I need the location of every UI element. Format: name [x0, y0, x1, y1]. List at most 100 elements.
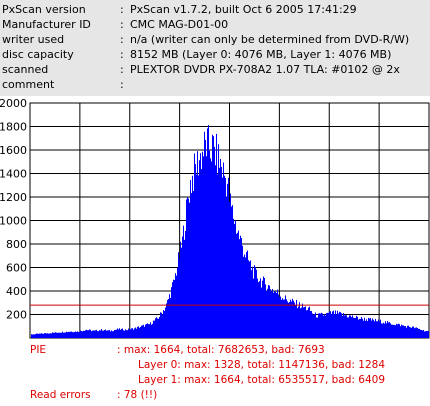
pie-bar [327, 312, 328, 338]
pie-bar [79, 332, 80, 338]
pie-bar [296, 299, 297, 338]
pie-bar [50, 333, 51, 338]
pie-bar [291, 301, 292, 338]
scan-info-panel: PxScan version : PxScan v1.7.2, built Oc… [0, 0, 430, 96]
pie-bar [184, 239, 185, 338]
pie-bar [200, 153, 201, 338]
pie-bar [418, 328, 419, 338]
pie-bar [337, 310, 338, 338]
pie-bar [122, 328, 123, 338]
pie-bar [254, 265, 255, 338]
pie-bar [301, 307, 302, 338]
pie-bar [383, 322, 384, 338]
pie-bar [340, 312, 341, 338]
pie-bar [403, 325, 404, 338]
pie-bar [118, 329, 119, 338]
pie-bar [208, 125, 209, 339]
pie-bar [112, 331, 113, 338]
pie-bar [326, 313, 327, 338]
pie-bar [166, 303, 167, 338]
y-tick-label: 1800 [0, 121, 27, 134]
pie-bar [304, 306, 305, 338]
pie-bar [315, 312, 316, 338]
pie-bar [351, 317, 352, 338]
pie-bar [108, 330, 109, 338]
pie-bar [176, 275, 177, 338]
pie-bar [173, 279, 174, 338]
pie-bar [279, 297, 280, 338]
pie-bar [130, 329, 131, 338]
pie-bar [133, 329, 134, 338]
pie-bar [313, 314, 314, 338]
pie-bar [230, 193, 231, 338]
pie-bar [207, 128, 208, 338]
pie-bar [297, 308, 298, 338]
pie-bar [338, 313, 339, 338]
pie-bar [99, 330, 100, 338]
pie-bar [386, 323, 387, 338]
pie-bar [190, 179, 191, 338]
pie-bar [193, 191, 194, 338]
pie-bar [244, 254, 245, 338]
pie-bar [88, 330, 89, 338]
pie-bar [246, 252, 247, 338]
pie-bar [424, 331, 425, 338]
pie-bar [344, 315, 345, 338]
read-errors-label: Read errors [30, 389, 91, 401]
pie-bar [268, 284, 269, 338]
pie-bar [417, 328, 418, 338]
pie-bar [407, 325, 408, 338]
pie-bar [264, 278, 265, 338]
pie-bar [163, 310, 164, 338]
pie-bar [272, 288, 273, 338]
pie-bar [342, 315, 343, 338]
pie-bar [127, 330, 128, 338]
info-key: PxScan version [2, 3, 86, 16]
pie-bar [425, 331, 426, 338]
info-key: comment [2, 78, 55, 91]
pie-bar [270, 289, 271, 338]
pie-bar [185, 231, 186, 338]
pie-bar [161, 312, 162, 338]
pie-bar [56, 332, 57, 338]
info-row-disc-capacity: disc capacity : 8152 MB (Layer 0: 4076 M… [0, 47, 430, 62]
pie-bar [177, 267, 178, 338]
pie-bar [97, 331, 98, 338]
info-key: scanned [2, 63, 49, 76]
pie-bar [419, 328, 420, 338]
pie-bar [323, 315, 324, 338]
pie-bar [152, 323, 153, 338]
pie-bar [307, 309, 308, 338]
pie-bar [85, 330, 86, 338]
pie-bar [359, 318, 360, 338]
info-colon: : [120, 48, 124, 61]
pie-bar [346, 315, 347, 338]
pie-bar [144, 326, 145, 338]
pie-bar [225, 178, 226, 338]
pie-bar [221, 166, 222, 338]
pie-bar [40, 333, 41, 338]
pie-bar [94, 330, 95, 338]
pie-bar [100, 330, 101, 338]
pie-bar [81, 330, 82, 338]
pie-bar [172, 282, 173, 338]
pie-bar [31, 334, 32, 338]
pie-bar [96, 329, 97, 338]
pie-bar [356, 315, 357, 338]
pie-bar [294, 302, 295, 338]
pie-bar [240, 235, 241, 338]
pie-bar [305, 306, 306, 338]
pie-bar [92, 330, 93, 338]
pie-bar [155, 318, 156, 338]
pie-bar [401, 324, 402, 338]
pie-bar [295, 305, 296, 338]
pie-bar [119, 328, 120, 338]
pie-bar [258, 282, 259, 338]
pie-bar [325, 315, 326, 338]
pie-bar [87, 330, 88, 338]
info-key: writer used [2, 33, 65, 46]
pie-bar [55, 332, 56, 338]
pie-bar [396, 323, 397, 338]
pie-bar [218, 144, 219, 338]
pie-bar [391, 324, 392, 338]
